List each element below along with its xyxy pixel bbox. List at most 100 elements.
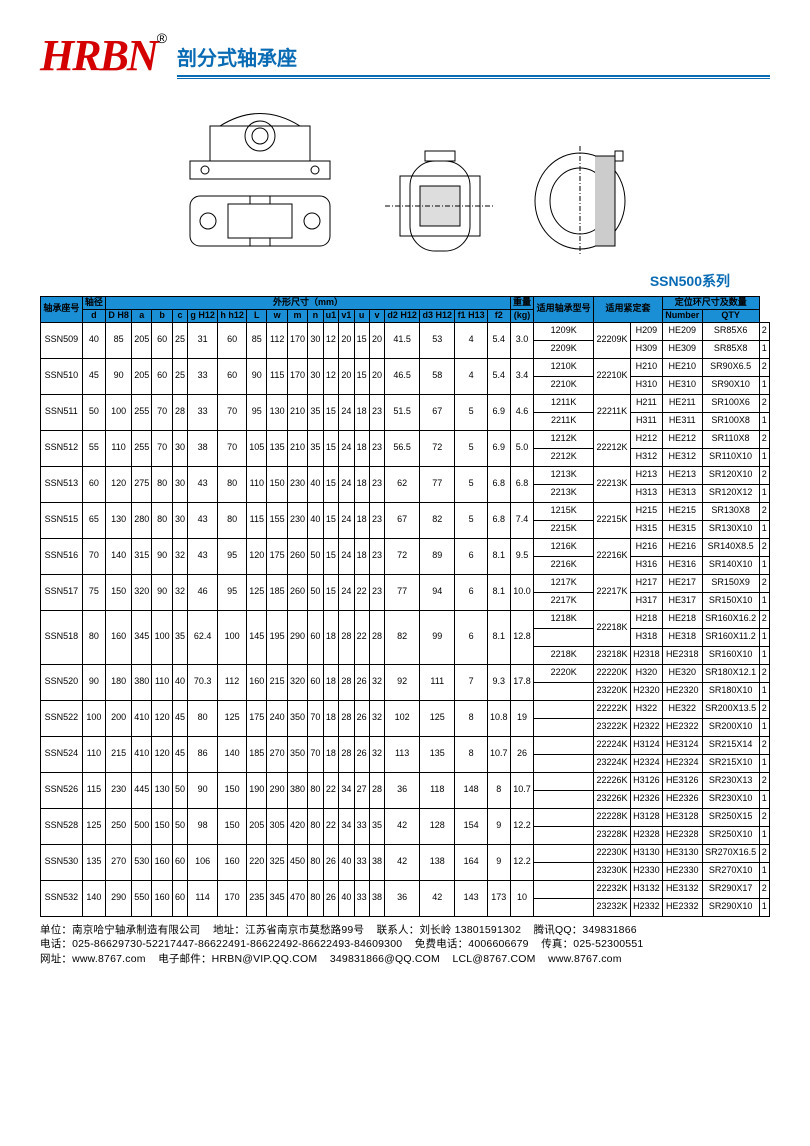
cell-L: 115: [247, 502, 267, 538]
cell-mm: 170: [287, 358, 307, 394]
cell-u1: 15: [323, 574, 339, 610]
cell-L: 125: [247, 574, 267, 610]
cell-v: 38: [369, 880, 384, 916]
cell-DH8: 250: [106, 808, 132, 844]
cell-sleeve: 22228K: [594, 808, 631, 826]
cell-mm: 420: [287, 808, 307, 844]
cell-s2: HE212: [662, 430, 702, 448]
cell-f2: 10.8: [487, 700, 510, 736]
table-row: SSN5125511025570303870105135210351524182…: [41, 430, 770, 448]
cell-bearing: 1209K: [534, 322, 594, 340]
cell-mm: 230: [287, 502, 307, 538]
cell-d3: 72: [420, 430, 455, 466]
hdr-v1: v1: [339, 309, 354, 322]
cell-d3: 82: [420, 502, 455, 538]
cell-c: 25: [172, 322, 187, 358]
cell-g: 62.4: [188, 610, 218, 664]
cell-rn: SR200X10: [702, 718, 759, 736]
cell-mm: 210: [287, 394, 307, 430]
cell-v: 28: [369, 610, 384, 664]
cell-q: 1: [759, 340, 769, 358]
cell-DH8: 130: [106, 502, 132, 538]
cell-DH8: 100: [106, 394, 132, 430]
cell-n: 60: [308, 664, 323, 700]
cell-d3: 94: [420, 574, 455, 610]
cell-q: 2: [759, 664, 769, 682]
cell-b: 60: [152, 322, 172, 358]
cell-bearing: [534, 700, 594, 718]
cell-d: 125: [82, 808, 105, 844]
cell-w: 115: [267, 358, 287, 394]
cell-u: 18: [354, 538, 369, 574]
footer: 单位：南京哈宁轴承制造有限公司 地址：江苏省南京市莫愁路99号 联系人：刘长岭 …: [40, 923, 770, 967]
cell-g: 106: [188, 844, 218, 880]
cell-n: 70: [308, 700, 323, 736]
cell-a: 550: [132, 880, 152, 916]
cell-w: 305: [267, 808, 287, 844]
cell-rn: SR230X13: [702, 772, 759, 790]
cell-sleeve: 22209K: [594, 322, 631, 358]
cell-s2: HE320: [662, 664, 702, 682]
cell-q: 1: [759, 592, 769, 610]
cell-sleeve: 22226K: [594, 772, 631, 790]
cell-d3: 118: [420, 772, 455, 808]
table-row: SSN5094085205602531608511217030122015204…: [41, 322, 770, 340]
footer-email3: LCL@8767.COM: [452, 953, 535, 965]
cell-sleeve: 22216K: [594, 538, 631, 574]
hdr-b: b: [152, 309, 172, 322]
cell-u: 26: [354, 700, 369, 736]
cell-h: 150: [218, 772, 247, 808]
cell-f1: 7: [455, 664, 488, 700]
cell-s1: H311: [630, 412, 662, 430]
cell-sleeve: 22220K: [594, 664, 631, 682]
cell-rn: SR230X10: [702, 790, 759, 808]
cell-w: 215: [267, 664, 287, 700]
cell-kg: 10.7: [510, 772, 533, 808]
cell-n: 70: [308, 736, 323, 772]
cell-b: 80: [152, 466, 172, 502]
cell-sleeve: 23226K: [594, 790, 631, 808]
cell-s2: HE3132: [662, 880, 702, 898]
cell-kg: 7.4: [510, 502, 533, 538]
cell-d3: 89: [420, 538, 455, 574]
cell-u1: 18: [323, 736, 339, 772]
cell-L: 95: [247, 394, 267, 430]
cell-s1: H212: [630, 430, 662, 448]
cell-v1: 28: [339, 736, 354, 772]
cell-kg: 10.0: [510, 574, 533, 610]
cell-kg: 4.6: [510, 394, 533, 430]
cell-L: 85: [247, 322, 267, 358]
cell-bearing: 2217K: [534, 592, 594, 610]
cell-kg: 3.0: [510, 322, 533, 358]
cell-h: 170: [218, 880, 247, 916]
cell-a: 345: [132, 610, 152, 664]
cell-s2: HE2332: [662, 898, 702, 916]
cell-sleeve: 22213K: [594, 466, 631, 502]
cell-m: SSN516: [41, 538, 83, 574]
cell-h: 80: [218, 502, 247, 538]
cell-L: 110: [247, 466, 267, 502]
cell-u1: 18: [323, 700, 339, 736]
cell-v: 20: [369, 358, 384, 394]
cell-f2: 5.4: [487, 358, 510, 394]
cell-d2: 46.5: [385, 358, 420, 394]
cell-DH8: 230: [106, 772, 132, 808]
cell-q: 2: [759, 394, 769, 412]
cell-h: 160: [218, 844, 247, 880]
cell-s2: HE2318: [662, 646, 702, 664]
cell-m: SSN512: [41, 430, 83, 466]
hdr-DH8: D H8: [106, 309, 132, 322]
cell-bearing: [534, 790, 594, 808]
table-row: SSN5177515032090324695125185260501524222…: [41, 574, 770, 592]
cell-f1: 5: [455, 430, 488, 466]
cell-d2: 67: [385, 502, 420, 538]
cell-bearing: [534, 754, 594, 772]
cell-s1: H313: [630, 484, 662, 502]
cell-sleeve: 23232K: [594, 898, 631, 916]
cell-rn: SR180X10: [702, 682, 759, 700]
cell-s2: HE2320: [662, 682, 702, 700]
cell-w: 150: [267, 466, 287, 502]
footer-web2: www.8767.com: [548, 953, 622, 965]
cell-mm: 170: [287, 322, 307, 358]
cell-n: 80: [308, 880, 323, 916]
